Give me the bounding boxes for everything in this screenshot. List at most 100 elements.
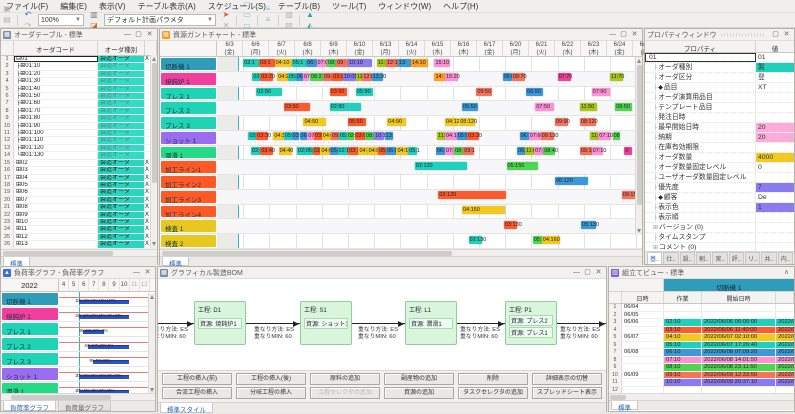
table-row[interactable]: 4 03:10 2022/06/06 11:40:00 2022/0 [609, 326, 794, 334]
copy-style-icon[interactable]: ▥ [90, 9, 98, 19]
maximize-icon[interactable]: ▢ [584, 269, 591, 276]
table-row[interactable]: 8 07:10 2022/06/08 14:01:50 2022/0 [609, 356, 794, 364]
gantt-task-bar[interactable]: 04:160 [541, 235, 561, 249]
load-graph-shortcut-icon[interactable]: ▲ [306, 9, 314, 19]
table-row[interactable]: 7 ├⊞01:60 製造オーダ [1, 100, 157, 108]
menu-item[interactable]: ヘルプ(H) [443, 1, 479, 11]
gantt-task-bar[interactable]: 04:13 [444, 132, 460, 147]
property-name-cell[interactable]: ├表示順 [645, 213, 756, 222]
gantt-task-bar[interactable]: 07:100 [598, 132, 616, 147]
gantt-task-bar[interactable]: 04:10 [274, 58, 292, 74]
resource-label[interactable]: プレス 3 [161, 117, 216, 129]
load-graph-titlebar[interactable]: ▲ 負荷率グラフ - 負荷率グラフ — ✕ [1, 267, 155, 279]
scroll-thumb[interactable] [637, 65, 642, 205]
start-time-cell[interactable]: 2022/06/09 20:37:10 [702, 379, 776, 386]
bom-button[interactable]: 削除 [458, 373, 528, 385]
start-time-cell[interactable] [702, 386, 776, 393]
gantt-vertical-scrollbar[interactable] [635, 57, 642, 235]
gantt-titlebar[interactable]: ▤ 資源ガントチャート - 標準 — ▢ ✕ [160, 29, 642, 41]
order-type-cell[interactable]: 製造オーダ [98, 100, 145, 107]
gantt-task-bar[interactable]: 02: [291, 132, 301, 147]
order-code-cell[interactable]: ├⊞01:30 [14, 78, 98, 85]
property-tab[interactable]: リ.. [745, 252, 761, 264]
gantt-task-bar[interactable]: 02:1 [243, 58, 259, 74]
order-code-cell[interactable]: ├⊞01:20 [14, 70, 98, 78]
property-value-cell[interactable]: 1 [756, 203, 794, 212]
gantt-task-bar[interactable]: 02: [346, 132, 356, 147]
resource-label[interactable]: 切断機 1 [2, 293, 58, 305]
property-name-cell[interactable]: ├オーダ数量 [645, 153, 756, 162]
scroll-down-icon[interactable] [150, 388, 154, 392]
property-name-cell[interactable]: ├オーダ区分 [645, 73, 756, 82]
table-row[interactable]: 13 ├⊞01:120 製造オーダ [1, 144, 157, 153]
order-code-cell[interactable]: ⊞03 [14, 167, 98, 174]
gantt-task-bar[interactable]: 05:6 [338, 132, 351, 147]
table-row[interactable]: 25 ⊞12 製造オーダ XT [1, 233, 157, 242]
order-type-cell[interactable]: 製造オーダ [98, 211, 145, 218]
gantt-task-bar[interactable]: 10:1 [374, 132, 386, 147]
order-type-cell[interactable]: 製造オーダ [98, 63, 145, 70]
gantt-task-bar[interactable]: 11:70 [610, 73, 624, 88]
property-value-cell[interactable] [756, 93, 794, 102]
table-row[interactable]: 11 10:10 2022/06/09 20:37:10 2022/0 [609, 379, 794, 387]
gantt-task-bar[interactable]: 05:0 [283, 132, 296, 147]
property-row[interactable]: ├最早開始日時 20 [645, 123, 794, 133]
resource-label[interactable]: プレス 2 [2, 338, 58, 350]
property-tab[interactable]: 基.. [647, 252, 663, 264]
gantt-task-bar[interactable]: 02:130 [468, 235, 486, 249]
resource-label[interactable]: 切断機 1 [161, 58, 216, 70]
property-value-cell[interactable]: 0 [758, 164, 762, 171]
gantt-task-bar[interactable]: 04:14 [396, 147, 411, 162]
close-all-windows-icon[interactable]: ▧ [285, 20, 293, 30]
property-row[interactable]: ├在庫有効期限 [645, 143, 794, 153]
order-table-titlebar[interactable]: ▦ オーダテーブル - 標準 — ▢ ✕ [1, 29, 157, 41]
property-name-cell[interactable]: ├タイムスタンプ [645, 233, 756, 242]
property-name-cell[interactable]: ├発注日時 [645, 113, 756, 122]
scroll-thumb[interactable] [152, 63, 157, 183]
scroll-thumb[interactable] [610, 395, 626, 400]
order-type-cell[interactable]: 製造オーダ [98, 159, 145, 167]
resource-chip[interactable]: 資源: プレス1 [509, 327, 553, 338]
order-type-cell[interactable]: 製造オーダ [98, 204, 145, 211]
gantt-task-bar[interactable]: 05:1 [291, 58, 307, 74]
property-row[interactable]: ├◆品目 XT [645, 83, 794, 93]
property-row[interactable]: ├優先度 7 [645, 183, 794, 193]
property-value-cell[interactable] [756, 113, 794, 122]
table-row[interactable]: 20 ⊞07 製造オーダ XT [1, 196, 157, 205]
property-name-cell[interactable]: ⊞コメント (0) [645, 243, 756, 252]
bom-button[interactable]: 副産物の追加 [384, 373, 454, 385]
bom-button[interactable]: タスクセレクタの追加 [458, 387, 528, 399]
maximize-icon[interactable]: ▢ [620, 31, 627, 38]
property-row[interactable]: ├オーダ数量固定レベル 0 [645, 163, 794, 173]
table-row[interactable]: 26 ⊞13 製造オーダ XT [1, 241, 157, 249]
collapse-icon[interactable]: ᴧ [784, 269, 789, 276]
gantt-task-bar[interactable]: 13: [384, 132, 393, 147]
resource-label[interactable]: 潤滑 1 [161, 146, 216, 159]
clear-result-icon[interactable]: ✕ [222, 20, 230, 30]
menu-item[interactable]: テーブル表示(A) [137, 1, 196, 11]
gantt-task-bar[interactable]: 09:90 [554, 117, 570, 133]
property-name-cell[interactable]: 01 [645, 53, 756, 62]
table-row[interactable]: 22 ⊞09 製造オーダ XT [1, 211, 157, 219]
close-icon[interactable]: ✕ [595, 269, 602, 276]
order-type-cell[interactable]: 製造オーダ [98, 137, 145, 144]
gantt-task-bar[interactable]: 04:2 [277, 73, 289, 88]
gantt-task-bar[interactable]: 04: [358, 147, 368, 162]
gantt-task-bar[interactable]: 09:130 [540, 132, 558, 147]
gantt-task-bar[interactable]: 03:04 [354, 132, 369, 147]
gantt-task-bar[interactable]: 11: [590, 132, 599, 147]
property-titlebar[interactable]: プロパティウィンドウ ▢ ✕ [645, 29, 794, 41]
resource-label[interactable]: 加工ライン3 [161, 190, 216, 203]
gantt-task-bar[interactable]: 03:30 [256, 132, 271, 147]
bom-button[interactable]: 合流工程の挿入 [162, 387, 232, 399]
gantt-task-bar[interactable]: 03:130 [503, 220, 522, 236]
resource-label[interactable]: 潤滑 1 [2, 383, 58, 393]
gantt-task-bar[interactable]: 13:20 [371, 73, 386, 88]
start-time-cell[interactable] [702, 311, 776, 318]
gantt-task-bar[interactable]: 11:0 [524, 147, 536, 162]
table-row[interactable]: 6 ├⊞01:50 製造オーダ [1, 93, 157, 101]
work-cell[interactable]: 04:10 [664, 334, 702, 341]
gantt-task-bar[interactable]: 08:40 [543, 147, 558, 162]
gantt-task-bar[interactable]: 13: [397, 58, 411, 74]
order-code-cell[interactable]: ├⊞01:90 [14, 122, 98, 130]
